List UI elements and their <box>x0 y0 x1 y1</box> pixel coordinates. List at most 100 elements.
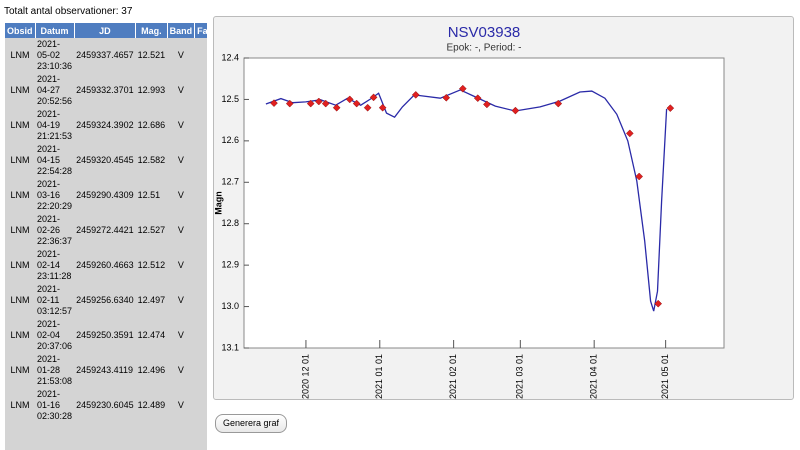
table-cell: V <box>177 225 184 235</box>
y-tick-label: 12.7 <box>221 177 239 187</box>
table-cell: LNM <box>10 50 30 60</box>
table-cell: 2459320.4545 <box>76 155 134 165</box>
date-line: 01-28 <box>37 365 61 375</box>
date-line: 02-11 <box>37 295 60 305</box>
table-cell: V <box>177 50 184 60</box>
table-cell: V <box>177 330 184 340</box>
table-cell: LNM <box>10 365 30 375</box>
date-line: 22:36:37 <box>37 236 73 246</box>
table-cell: LNM <box>10 225 30 235</box>
date-line: 2021- <box>37 249 61 259</box>
table-cell: 2021- 01-28 21:53:08 <box>35 353 74 388</box>
data-point <box>511 106 520 115</box>
data-point <box>411 91 420 99</box>
table-row: LNM 2021- 04-27 20:52:56 2459332.3701 12.993 V <box>5 73 207 108</box>
date-line: 20:52:56 <box>37 96 73 106</box>
table-row: LNM 2021- 02-04 20:37:06 2459250.3591 12.474 V <box>5 318 207 353</box>
column-header: Mag. <box>135 23 168 38</box>
date-line: 2021- <box>37 214 61 224</box>
x-tick-label: 2021 01 01 <box>374 354 384 399</box>
data-point <box>625 129 634 138</box>
table-cell: 2021- 02-11 03:12:57 <box>35 283 74 318</box>
y-tick-label: 12.4 <box>221 52 239 62</box>
x-tick-label: 2021 04 01 <box>589 354 599 399</box>
table-cell: 12.497 <box>137 295 166 305</box>
y-tick-label: 13.0 <box>221 301 239 311</box>
date-line: 02-26 <box>37 225 61 235</box>
generate-button[interactable]: Generera graf <box>215 414 287 433</box>
data-point <box>314 97 323 106</box>
table-cell: 2021- 03-16 22:20:29 <box>35 178 74 213</box>
table-cell: 2459260.4663 <box>76 260 134 270</box>
table-cell: 12.521 <box>137 50 166 60</box>
table-cell: 12.489 <box>137 400 166 410</box>
table-cell: 2459256.6340 <box>76 295 134 305</box>
table-cell: 2021- 04-27 20:52:56 <box>35 73 74 108</box>
date-line: 01-16 <box>37 400 61 410</box>
table-cell: LNM <box>10 85 30 95</box>
data-point <box>554 99 563 108</box>
y-tick-label: 13.1 <box>221 342 239 352</box>
data-point <box>635 172 644 181</box>
data-point <box>378 103 387 112</box>
table-row: LNM 2021- 05-02 23:10:36 2459337.4657 12.521 V <box>5 38 207 73</box>
table-row: LNM 2021- 01-28 21:53:08 2459243.4119 12.496 V <box>5 353 207 388</box>
table-row: LNM 2021- 02-14 23:11:28 2459260.4663 12.512 V <box>5 248 207 283</box>
table-cell: 2459337.4657 <box>76 50 134 60</box>
date-line: 2021- <box>37 109 61 119</box>
table-cell: 2021- 05-02 23:10:36 <box>35 38 74 73</box>
table-cell: 2459324.3902 <box>76 120 134 130</box>
date-line: 2021- <box>37 74 61 84</box>
table-cell: V <box>177 120 184 130</box>
table-cell: 2459243.4119 <box>76 365 133 375</box>
table-row: LNM 2021- 02-11 03:12:57 2459256.6340 12.497 V <box>5 283 207 318</box>
data-point <box>270 99 278 108</box>
y-tick-label: 12.5 <box>221 94 239 104</box>
data-point <box>654 299 663 308</box>
chart-panel: NSV03938 Epok: -, Period: - Magn 12.4 12.… <box>213 16 794 400</box>
table-cell: 2021- 02-14 23:11:28 <box>35 248 74 283</box>
x-tick-label: 2021 02 01 <box>448 354 458 399</box>
date-line: 2021- <box>37 179 61 189</box>
table-cell <box>195 108 207 143</box>
date-line: 23:10:36 <box>37 61 73 71</box>
table-cell: 2021- 01-16 02:30:28 <box>35 388 74 423</box>
date-line: 20:37:06 <box>37 341 73 351</box>
data-point <box>458 84 467 93</box>
column-header: Obsid <box>5 23 36 38</box>
date-line: 22:20:29 <box>37 201 73 211</box>
table-row: LNM 2021- 03-16 22:20:29 2459290.4309 12.51 V <box>5 178 207 213</box>
table-cell: 2021- 02-04 20:37:06 <box>35 318 74 353</box>
data-point <box>285 99 294 108</box>
table-cell: V <box>177 85 184 95</box>
date-line: 02:30:28 <box>37 411 73 421</box>
summary: Totalt antal observationer: 37 <box>4 6 133 17</box>
table-cell: LNM <box>10 330 30 340</box>
table-cell <box>195 353 207 388</box>
table-cell: 2459250.3591 <box>76 330 134 340</box>
table-cell <box>195 388 207 423</box>
table-cell: V <box>177 400 184 410</box>
table-cell: LNM <box>10 120 30 130</box>
table-cell: LNM <box>10 295 30 305</box>
column-header: JD <box>74 23 137 38</box>
table-cell: 12.993 <box>137 85 166 95</box>
date-line: 2021- <box>37 354 61 364</box>
table-cell: LNM <box>10 155 30 165</box>
data-point <box>345 95 354 104</box>
table-cell: 12.496 <box>137 365 166 375</box>
table-cell: V <box>177 260 184 270</box>
date-line: 02-04 <box>37 330 61 340</box>
date-line: 21:21:53 <box>37 131 73 141</box>
data-point <box>306 99 315 108</box>
table-cell: V <box>177 295 184 305</box>
x-tick-label: 2021 03 01 <box>515 354 525 399</box>
table-cell: LNM <box>10 260 30 270</box>
date-line: 03:12:57 <box>37 306 73 316</box>
data-point <box>442 93 451 102</box>
table-cell: LNM <box>10 190 30 200</box>
date-line: 2021- <box>37 144 61 154</box>
date-line: 04-15 <box>37 155 61 165</box>
